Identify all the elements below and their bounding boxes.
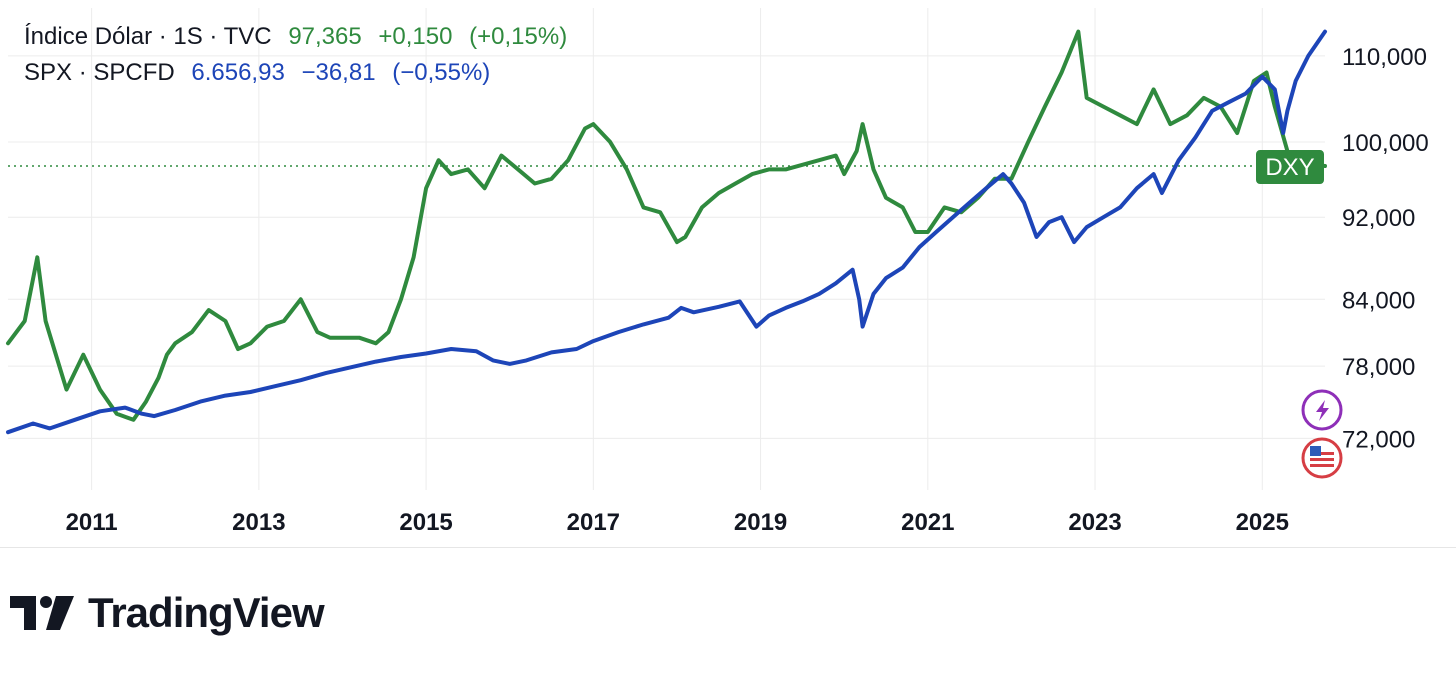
legend-spx-change: −36,81 [301, 59, 376, 86]
dxy-price-tag: DXY [1256, 150, 1324, 185]
legend-spx-name: SPX · SPCFD [24, 59, 175, 86]
lightning-event-icon[interactable] [1301, 389, 1343, 431]
tradingview-logo-icon [10, 596, 74, 630]
legend-dxy[interactable]: Índice Dólar · 1S · TVC 97,365 +0,150 (+… [24, 22, 577, 52]
y-tick-label: 92,000 [1342, 205, 1415, 232]
series-layer [6, 29, 1327, 435]
legend-spx-value: 6.656,93 [191, 59, 285, 86]
us-flag-event-icon[interactable] [1301, 437, 1343, 479]
y-tick-label: 72,000 [1342, 426, 1415, 453]
x-axis: 2011 2013 2015 2017 2019 2021 2023 2025 [66, 509, 1289, 536]
dxy-price-tag-bg [1256, 150, 1324, 185]
x-tick-label: 2011 [66, 509, 118, 536]
chart-svg[interactable]: 110,000 100,000 92,000 84,000 78,000 72,000 2… [0, 0, 1456, 548]
x-tick-label: 2015 [399, 509, 452, 536]
legend-dxy-name: Índice Dólar · 1S · TVC [24, 23, 272, 50]
legend-dxy-value: 97,365 [288, 23, 362, 50]
x-tick-label: 2017 [567, 509, 620, 536]
y-tick-label: 84,000 [1342, 287, 1415, 314]
spx-series-line[interactable] [6, 29, 1327, 435]
y-tick-label: 100,000 [1342, 130, 1429, 157]
legend-dxy-change: +0,150 [378, 23, 453, 50]
y-tick-label: 110,000 [1342, 44, 1427, 71]
dxy-price-tag-label: DXY [1265, 154, 1314, 181]
grid-layer [8, 8, 1325, 490]
tradingview-branding[interactable]: TradingView [10, 588, 325, 638]
tradingview-wordmark: TradingView [88, 589, 325, 636]
chart-frame: 110,000 100,000 92,000 84,000 78,000 72,000 2… [0, 0, 1456, 548]
x-tick-label: 2023 [1068, 509, 1121, 536]
y-axis: 110,000 100,000 92,000 84,000 78,000 72,000 [1342, 44, 1429, 453]
icon-layer[interactable] [1301, 389, 1343, 479]
x-tick-label: 2021 [901, 509, 954, 536]
legend-spx[interactable]: SPX · SPCFD 6.656,93 −36,81 (−0,55%) [24, 58, 500, 88]
x-tick-label: 2019 [734, 509, 787, 536]
y-tick-label: 78,000 [1342, 354, 1415, 381]
tag-layer: DXY [1256, 150, 1324, 185]
legend-spx-change-pct: (−0,55%) [392, 59, 491, 86]
dxy-series-line[interactable] [6, 29, 1327, 422]
legend-dxy-change-pct: (+0,15%) [469, 23, 568, 50]
x-tick-label: 2025 [1236, 509, 1289, 536]
x-tick-label: 2013 [232, 509, 285, 536]
